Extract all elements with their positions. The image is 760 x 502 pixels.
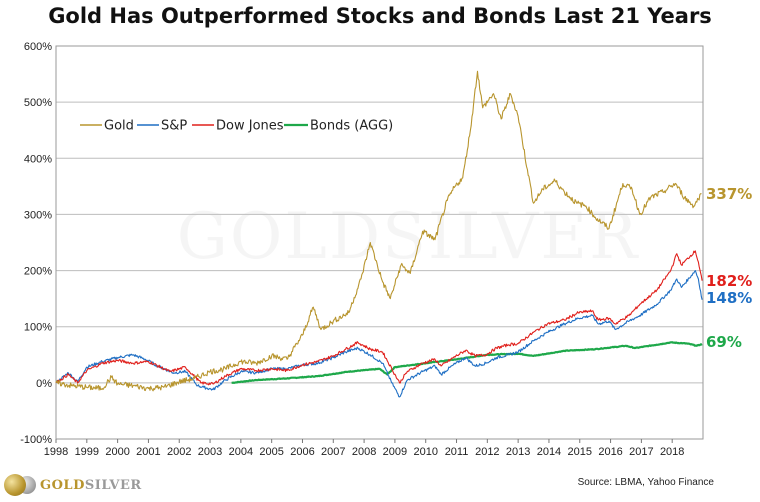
x-tick-label: 2005 [259, 446, 283, 458]
x-tick-label: 2010 [413, 446, 437, 458]
legend-label: Bonds (AGG) [310, 119, 393, 134]
y-tick-label: 300% [24, 209, 52, 221]
series-line-gold [55, 70, 702, 392]
x-tick-label: 2001 [136, 446, 160, 458]
brand-name: GOLDSILVER [40, 478, 142, 493]
x-tick-label: 2014 [537, 446, 561, 458]
x-tick-label: 1999 [75, 446, 99, 458]
plot-border [55, 45, 704, 440]
x-tick-label: 2006 [290, 446, 314, 458]
y-tick-label: 0% [36, 378, 52, 390]
x-tick-label: 2008 [352, 446, 376, 458]
series-lines [55, 70, 703, 398]
x-tick-label: 2013 [506, 446, 530, 458]
watermark: GOLDSILVER [177, 200, 640, 274]
series-line-s-p [55, 270, 703, 398]
y-tick-label: -100% [20, 434, 52, 446]
brand-logo: GOLDSILVER [4, 474, 142, 496]
x-tick-label: 2007 [321, 446, 345, 458]
brand-gold-text: GOLD [40, 477, 85, 493]
x-tick-label: 2009 [383, 446, 407, 458]
x-tick-label: 2015 [568, 446, 592, 458]
x-tick-label: 2016 [598, 446, 622, 458]
gold-coin-icon [4, 474, 26, 496]
x-tick-label: 2012 [475, 446, 499, 458]
x-tick-label: 2018 [660, 446, 684, 458]
x-tick-label: 1998 [44, 446, 68, 458]
y-tick-label: 100% [24, 322, 52, 334]
x-tick-label: 2004 [229, 446, 253, 458]
end-label: 337% [706, 185, 752, 203]
x-tick-label: 2000 [105, 446, 129, 458]
x-tick-label: 2011 [445, 446, 469, 458]
end-label: 148% [706, 289, 752, 307]
legend-label: Dow Jones [216, 119, 284, 134]
x-tick-label: 2017 [629, 446, 653, 458]
series-line-dow-jones [55, 250, 703, 386]
y-tick-label: 500% [24, 97, 52, 109]
source-note: Source: LBMA, Yahoo Finance [577, 477, 714, 488]
brand-silver-text: SILVER [84, 477, 142, 493]
series-line-bonds-agg- [231, 341, 703, 384]
x-tick-label: 2002 [167, 446, 191, 458]
end-labels: 337% 182%148% 69% [706, 185, 752, 351]
axes: -100% 0% 100% 200% 300% 400% 500% 600% 1998 1999 2… [20, 41, 704, 458]
y-tick-label: 600% [24, 41, 52, 53]
y-tick-label: 200% [24, 266, 52, 278]
x-tick-label: 2003 [198, 446, 222, 458]
legend-label: S&P [161, 119, 187, 134]
end-label: 69% [706, 333, 742, 351]
legend-label: Gold [104, 119, 134, 134]
chart-title: Gold Has Outperformed Stocks and Bonds L… [48, 4, 712, 28]
end-label: 182% [706, 272, 752, 290]
y-tick-label: 400% [24, 153, 52, 165]
legend: Gold S&P Dow Jones Bonds (AGG) [80, 119, 393, 134]
